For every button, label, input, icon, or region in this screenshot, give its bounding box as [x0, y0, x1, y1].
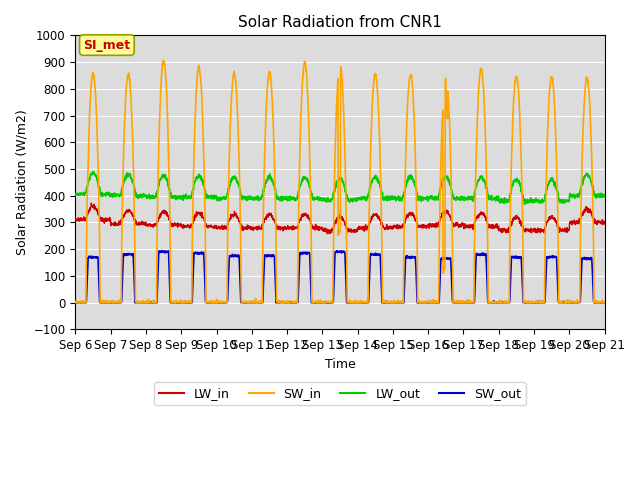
Title: Solar Radiation from CNR1: Solar Radiation from CNR1	[238, 15, 442, 30]
Y-axis label: Solar Radiation (W/m2): Solar Radiation (W/m2)	[15, 109, 28, 255]
Text: SI_met: SI_met	[83, 38, 131, 51]
Legend: LW_in, SW_in, LW_out, SW_out: LW_in, SW_in, LW_out, SW_out	[154, 383, 526, 406]
X-axis label: Time: Time	[324, 358, 355, 371]
